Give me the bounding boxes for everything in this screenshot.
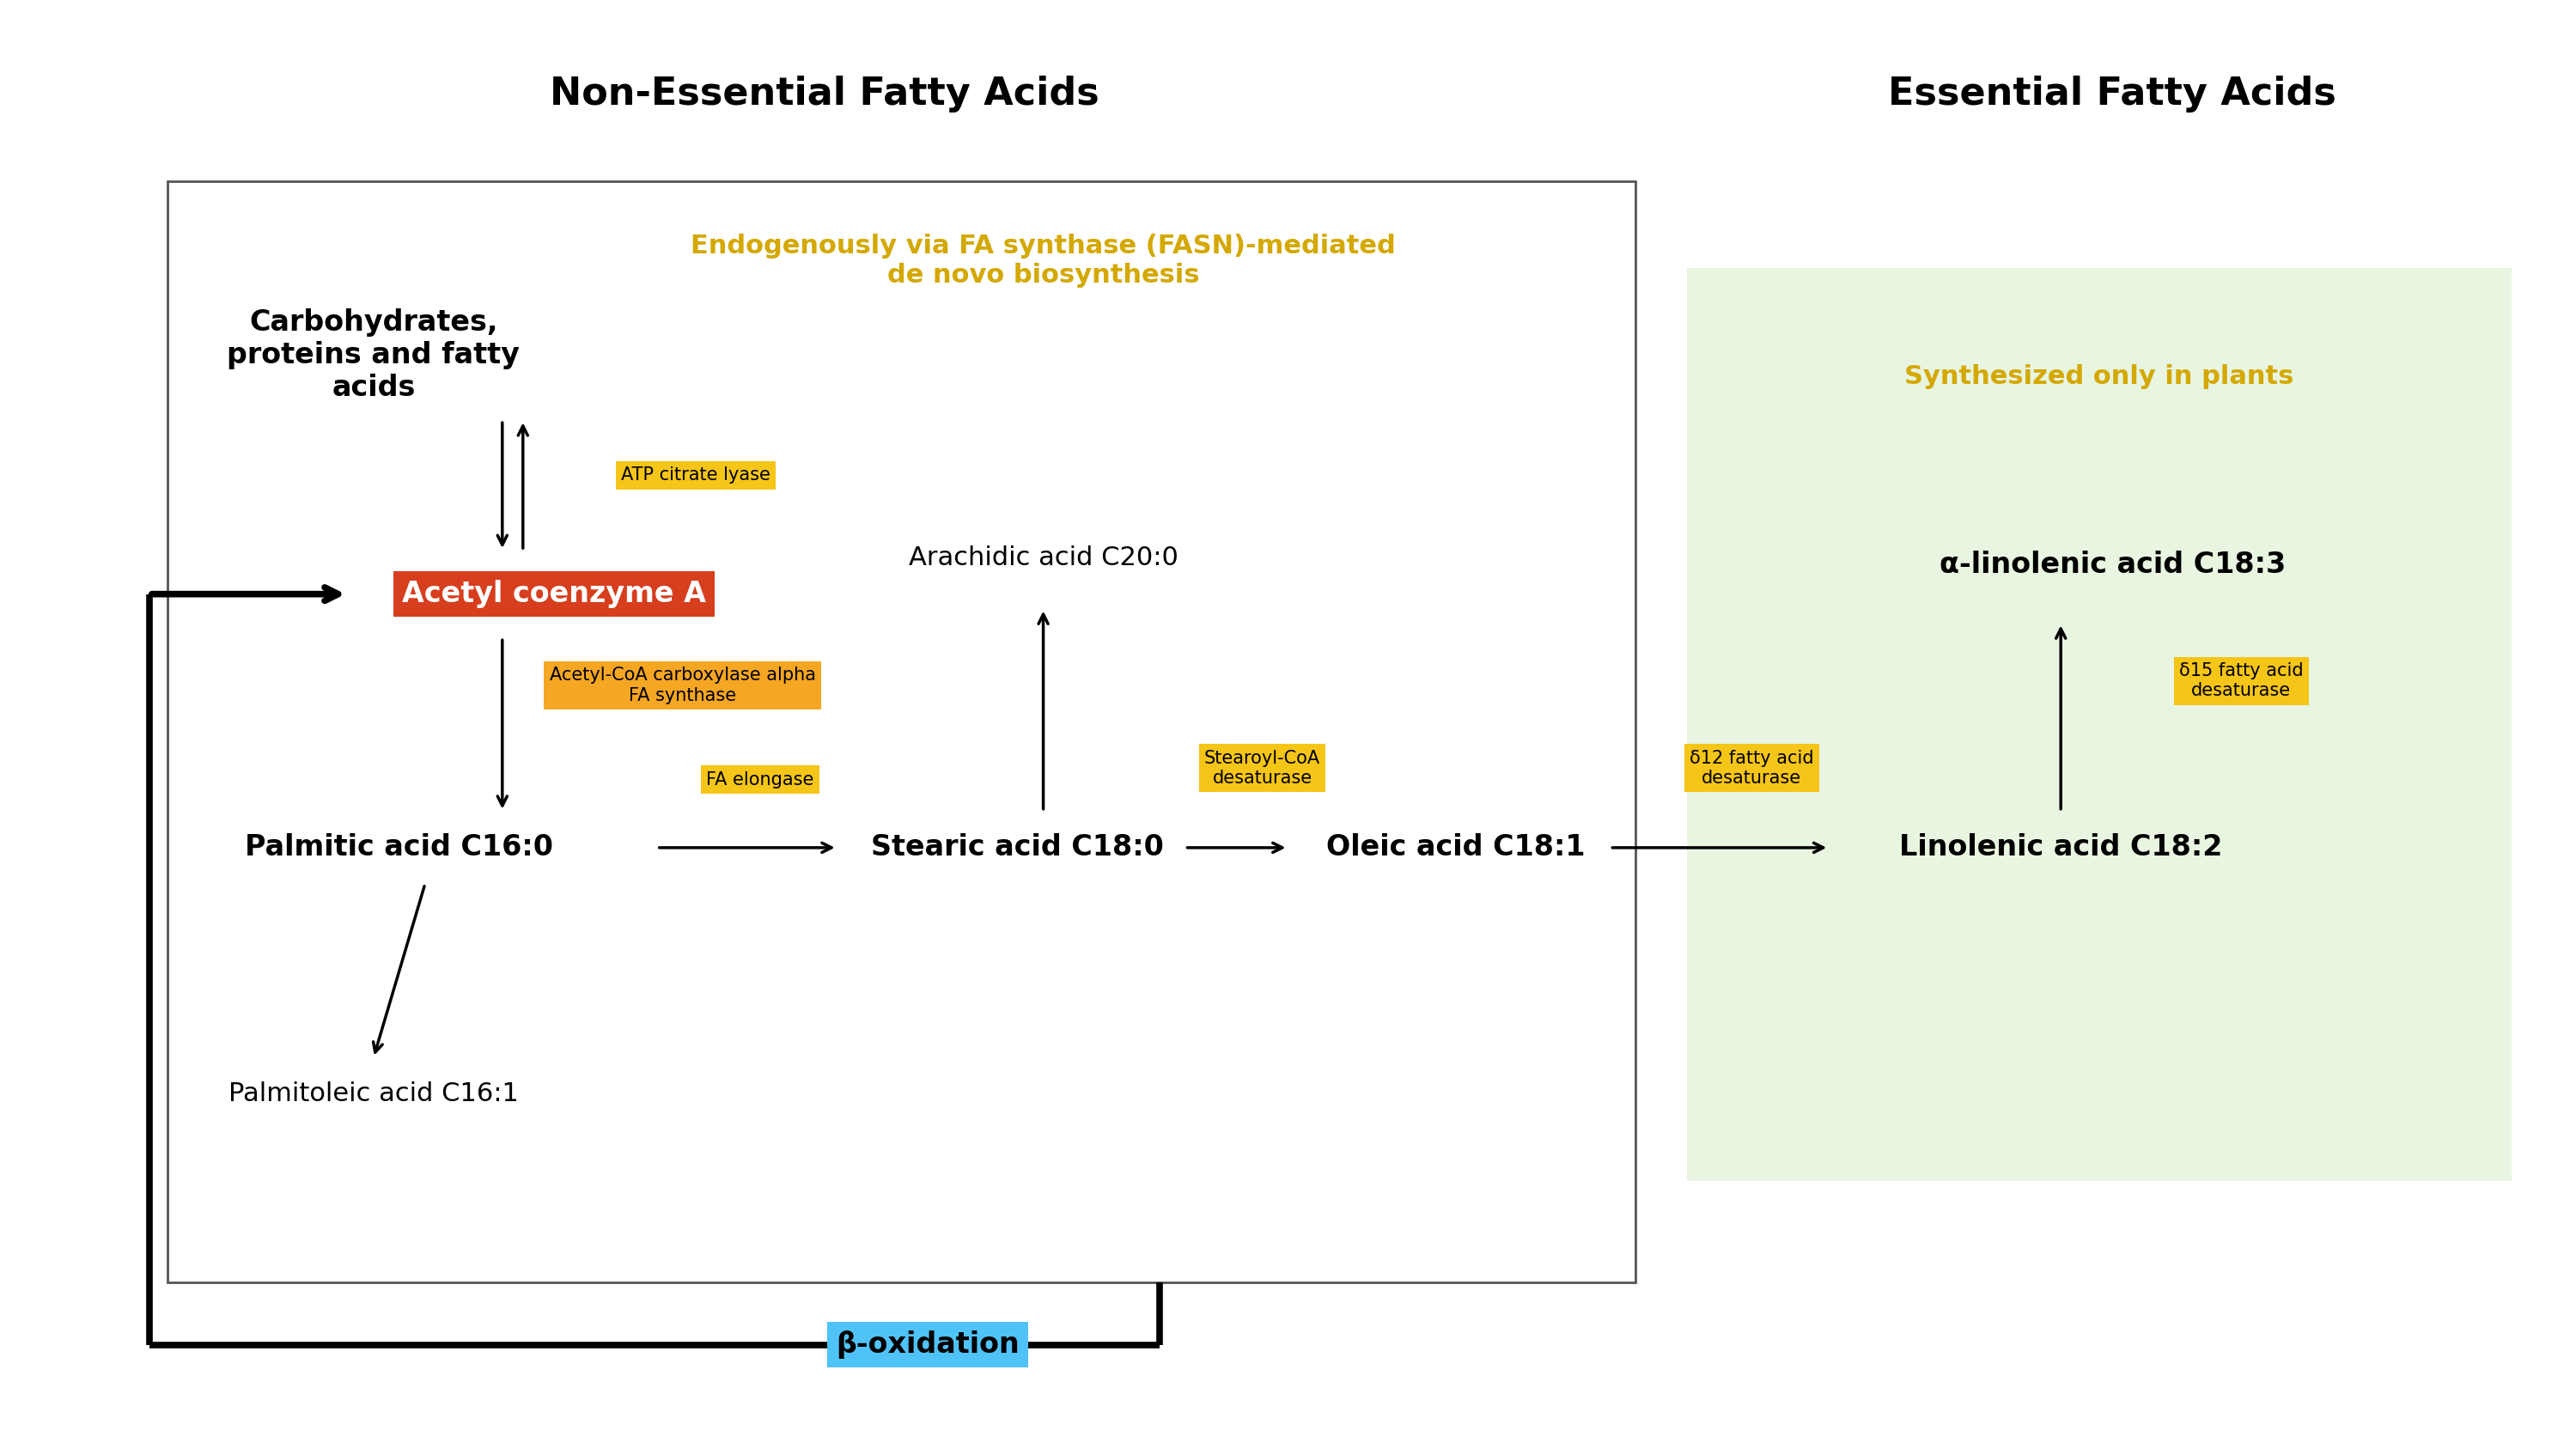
Text: δ12 fatty acid
desaturase: δ12 fatty acid desaturase [1690, 749, 1814, 787]
Text: Acetyl-CoA carboxylase alpha
FA synthase: Acetyl-CoA carboxylase alpha FA synthase [549, 667, 817, 704]
Text: Palmitic acid C16:0: Palmitic acid C16:0 [245, 833, 554, 862]
FancyBboxPatch shape [1687, 268, 2512, 1181]
Text: β-oxidation: β-oxidation [835, 1330, 1020, 1359]
Text: Palmitoleic acid C16:1: Palmitoleic acid C16:1 [229, 1081, 518, 1107]
Text: Stearoyl-CoA
desaturase: Stearoyl-CoA desaturase [1203, 749, 1321, 787]
Text: Synthesized only in plants: Synthesized only in plants [1904, 364, 2295, 390]
Text: Non-Essential Fatty Acids: Non-Essential Fatty Acids [549, 75, 1100, 113]
FancyBboxPatch shape [167, 181, 1636, 1282]
Text: δ15 fatty acid
desaturase: δ15 fatty acid desaturase [2179, 662, 2303, 700]
Text: FA elongase: FA elongase [706, 771, 814, 788]
Text: Linolenic acid C18:2: Linolenic acid C18:2 [1899, 833, 2223, 862]
Text: Oleic acid C18:1: Oleic acid C18:1 [1327, 833, 1584, 862]
Text: Arachidic acid C20:0: Arachidic acid C20:0 [909, 545, 1177, 571]
Text: ATP citrate lyase: ATP citrate lyase [621, 467, 770, 484]
Text: Carbohydrates,
proteins and fatty
acids: Carbohydrates, proteins and fatty acids [227, 309, 520, 401]
Text: Endogenously via FA synthase (FASN)-mediated
de novo biosynthesis: Endogenously via FA synthase (FASN)-medi… [690, 233, 1396, 288]
Text: Essential Fatty Acids: Essential Fatty Acids [1888, 75, 2336, 113]
Text: Acetyl coenzyme A: Acetyl coenzyme A [402, 580, 706, 609]
Text: α-linolenic acid C18:3: α-linolenic acid C18:3 [1940, 551, 2285, 580]
Text: Stearic acid C18:0: Stearic acid C18:0 [871, 833, 1164, 862]
